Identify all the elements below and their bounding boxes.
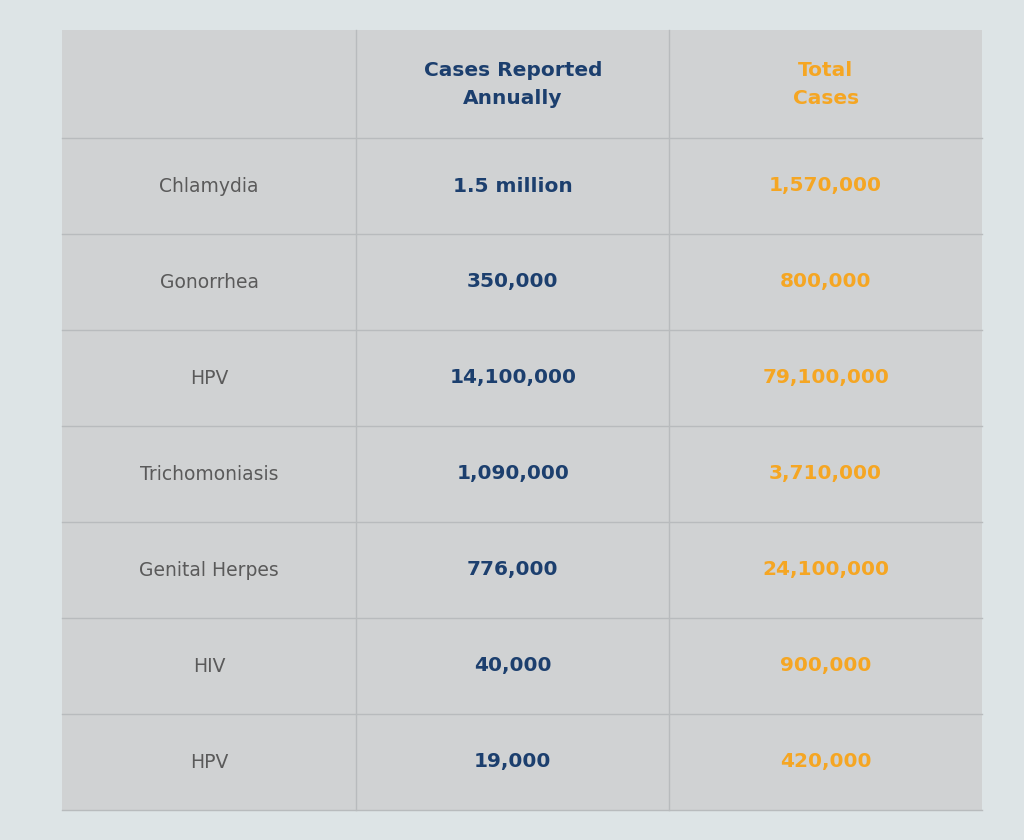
Text: Total
Cases: Total Cases (793, 60, 859, 108)
Text: Trichomoniasis: Trichomoniasis (140, 465, 279, 484)
Text: 40,000: 40,000 (474, 657, 552, 675)
Text: 900,000: 900,000 (780, 657, 871, 675)
Text: 79,100,000: 79,100,000 (762, 369, 889, 387)
Text: 19,000: 19,000 (474, 753, 552, 771)
Text: Genital Herpes: Genital Herpes (139, 560, 280, 580)
Text: 3,710,000: 3,710,000 (769, 465, 882, 484)
Text: Gonorrhea: Gonorrhea (160, 272, 259, 291)
Text: Chlamydia: Chlamydia (160, 176, 259, 196)
Text: HPV: HPV (190, 753, 228, 771)
Text: 1.5 million: 1.5 million (453, 176, 572, 196)
Text: HPV: HPV (190, 369, 228, 387)
Text: HIV: HIV (193, 657, 225, 675)
Bar (62, 30, 982, 810)
Text: 350,000: 350,000 (467, 272, 558, 291)
Text: 800,000: 800,000 (780, 272, 871, 291)
Text: 14,100,000: 14,100,000 (450, 369, 577, 387)
Text: 420,000: 420,000 (780, 753, 871, 771)
Text: Cases Reported
Annually: Cases Reported Annually (424, 60, 602, 108)
Text: 24,100,000: 24,100,000 (762, 560, 889, 580)
Text: 776,000: 776,000 (467, 560, 558, 580)
Text: 1,570,000: 1,570,000 (769, 176, 882, 196)
Text: 1,090,000: 1,090,000 (457, 465, 569, 484)
